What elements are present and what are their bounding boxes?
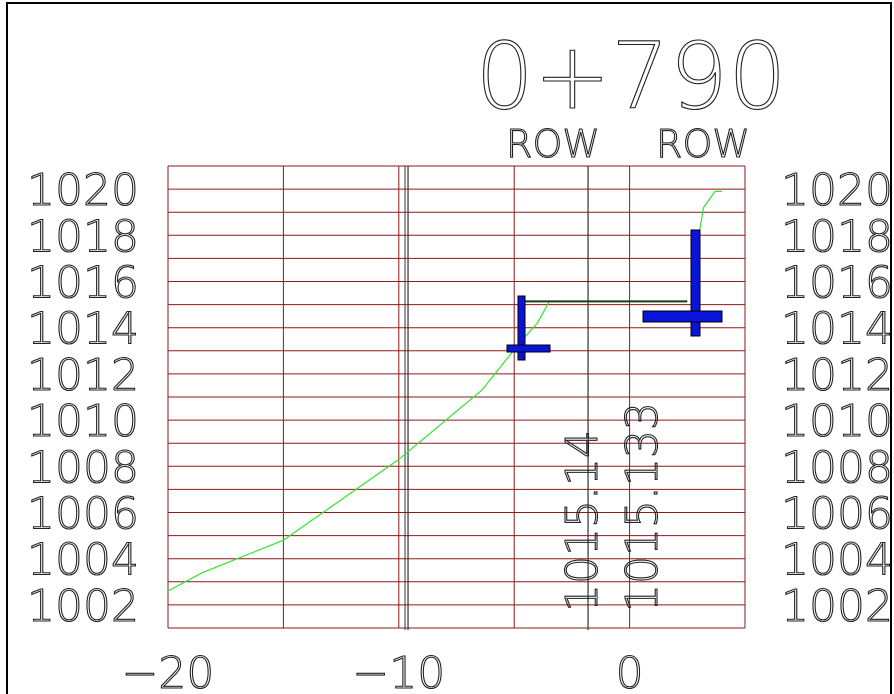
marker-right-horizontal [642,310,723,323]
x-tick-label: 0 [616,648,644,694]
y-tick-label-right: 1010 [781,396,893,447]
y-tick-label-right: 1004 [781,535,893,586]
marker-left-horizontal [506,344,551,353]
y-tick-label-right: 1006 [781,489,893,540]
row-label-right: ROW [656,122,750,166]
y-tick-label-left: 1008 [27,442,139,493]
y-tick-label-right: 1012 [781,350,893,401]
y-tick-label-right: 1008 [781,442,893,493]
elevation-label-1: 1015.14 [557,430,608,612]
y-tick-label-right: 1002 [781,581,893,632]
y-tick-label-left: 1012 [27,350,139,401]
y-tick-label-left: 1014 [27,304,139,355]
y-tick-label-right: 1016 [781,258,893,309]
section-grid [167,165,746,629]
marker-left-vertical [517,295,526,361]
y-tick-label-right: 1020 [781,165,893,216]
y-tick-label-left: 1016 [27,258,139,309]
drawing-frame [6,2,892,694]
marker-right-vertical [690,229,701,337]
marker-right [642,229,723,337]
y-tick-label-left: 1020 [27,165,139,216]
x-tick-label: −20 [122,648,215,694]
y-tick-label-left: 1004 [27,535,139,586]
y-tick-label-left: 1018 [27,211,139,262]
x-tick-label: −10 [352,648,445,694]
ground-profile-line [167,302,550,592]
y-tick-label-left: 1006 [27,489,139,540]
offset-axis: −20 −10 0 [121,647,644,694]
y-tick-label-right: 1018 [781,211,893,262]
station-label: 0+790 [475,23,786,130]
row-lines [404,166,589,630]
elevation-label-2: 1015.133 [617,402,668,612]
marker-left [506,295,551,361]
row-label-left: ROW [506,122,600,166]
y-tick-label-left: 1002 [27,581,139,632]
y-tick-label-right: 1014 [781,304,893,355]
y-tick-label-left: 1010 [27,396,139,447]
